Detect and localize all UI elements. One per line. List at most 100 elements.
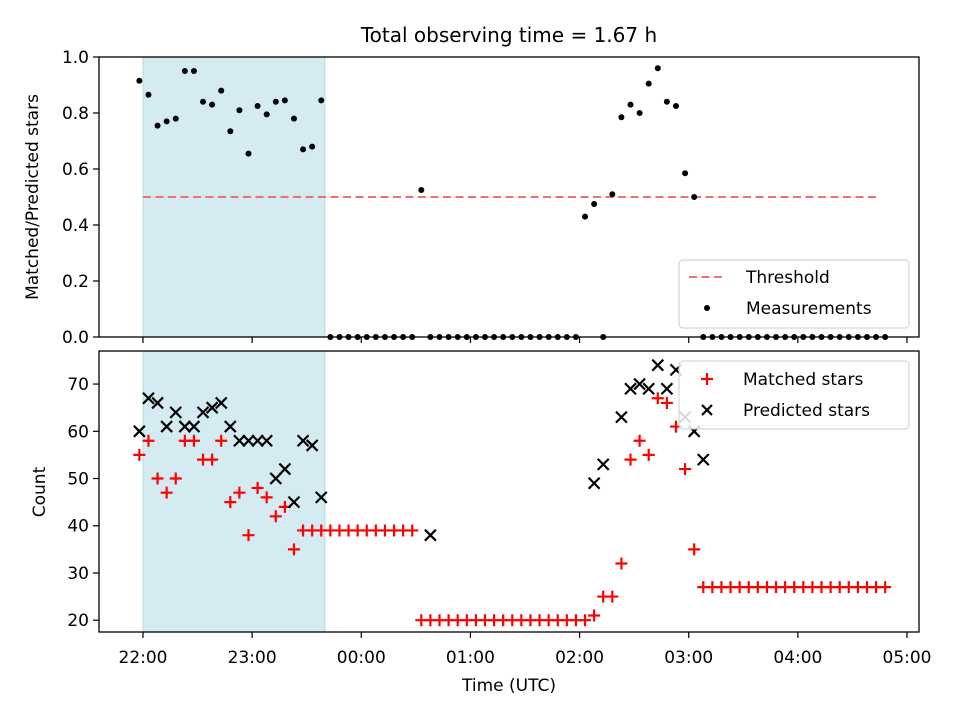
measurement-point xyxy=(227,128,234,135)
top-y-tick-label: 0.6 xyxy=(62,160,89,180)
predicted-star-point xyxy=(260,434,273,448)
predicted-star-point xyxy=(169,406,183,419)
matched-star-point xyxy=(579,614,592,627)
predicted-star-point xyxy=(633,377,646,391)
predicted-star-point xyxy=(596,458,610,471)
predicted-star-point xyxy=(214,396,228,410)
predicted-star-point xyxy=(251,434,264,448)
measurement-point xyxy=(136,77,143,84)
bottom-y-tick-label: 30 xyxy=(67,564,89,584)
x-tick-label: 22:00 xyxy=(119,648,168,668)
top-x-ticks xyxy=(142,337,908,343)
measurement-point xyxy=(263,111,270,118)
predicted-star-point xyxy=(651,358,665,372)
matched-star-point xyxy=(588,609,601,622)
bottom-marks xyxy=(133,358,892,627)
bottom-x-axis: 22:00 23:00 00:00 01:00 02:00 03:00 04:00 05:00 xyxy=(119,632,932,668)
matched-star-point xyxy=(660,396,673,409)
bottom-y-tick-label: 40 xyxy=(67,517,89,537)
bottom-y-tick-label: 60 xyxy=(67,422,89,442)
measurement-point xyxy=(200,98,207,105)
bottom-y-tick-label: 50 xyxy=(67,470,89,490)
legend-predicted-label: Predicted stars xyxy=(743,401,870,421)
measurement-point xyxy=(654,65,661,72)
matched-star-point xyxy=(688,543,701,556)
measurement-point xyxy=(318,97,325,104)
top-y-axis-label: Matched/Predicted stars xyxy=(23,94,43,300)
matched-star-point xyxy=(151,472,164,485)
x-tick-label: 00:00 xyxy=(337,648,386,668)
top-y-tick-label: 0.8 xyxy=(62,104,89,124)
predicted-star-point xyxy=(287,495,301,509)
matched-star-point xyxy=(679,463,692,476)
predicted-star-point xyxy=(196,406,210,419)
measurement-point xyxy=(300,146,307,153)
predicted-star-point xyxy=(160,420,173,433)
matched-star-point xyxy=(615,557,628,570)
measurement-point xyxy=(618,114,625,121)
matched-star-point xyxy=(269,510,282,523)
measurements-legend-icon xyxy=(704,305,710,311)
predicted-star-point xyxy=(314,491,328,504)
predicted-star-point xyxy=(305,439,319,452)
chart-title: Total observing time = 1.67 h xyxy=(360,23,657,47)
bottom-y-axis: 20 30 40 50 60 70 xyxy=(67,375,99,631)
x-tick-label: 05:00 xyxy=(883,648,932,668)
measurement-point xyxy=(290,115,297,122)
measurement-point xyxy=(281,97,288,104)
matched-star-point xyxy=(624,453,637,466)
measurement-point xyxy=(582,213,589,220)
bottom-y-tick-label: 20 xyxy=(67,611,89,631)
predicted-legend-icon xyxy=(701,404,713,416)
predicted-star-point xyxy=(269,472,283,485)
measurement-point xyxy=(309,143,316,150)
predicted-star-point xyxy=(278,462,292,476)
predicted-star-point xyxy=(142,391,155,405)
top-y-axis: 0.0 0.2 0.4 0.6 0.8 1.0 xyxy=(62,48,99,348)
matched-star-point xyxy=(206,453,219,466)
x-axis-label: Time (UTC) xyxy=(461,676,556,696)
matched-star-point xyxy=(160,486,173,499)
predicted-star-point xyxy=(587,476,601,490)
bottom-y-axis-label: Count xyxy=(30,466,50,517)
matched-star-point xyxy=(879,581,892,594)
matched-star-point xyxy=(133,448,146,461)
top-legend: Threshold Measurements xyxy=(678,259,910,329)
measurement-point xyxy=(181,68,188,74)
top-axes-frame xyxy=(98,56,920,338)
predicted-star-point xyxy=(242,434,255,448)
top-y-tick-label: 0.2 xyxy=(62,272,89,292)
measurement-point xyxy=(190,68,197,74)
top-y-tick-label: 0.4 xyxy=(62,216,89,236)
predicted-star-point xyxy=(696,453,710,466)
measurement-point xyxy=(154,122,161,129)
measurement-point xyxy=(163,118,170,125)
x-tick-label: 02:00 xyxy=(555,648,604,668)
legend-measurements-label: Measurements xyxy=(746,299,872,319)
matched-star-point xyxy=(260,491,273,504)
predicted-star-point xyxy=(205,401,219,414)
matched-star-point xyxy=(242,529,255,542)
top-y-tick-label: 0.0 xyxy=(62,328,89,348)
matched-star-point xyxy=(406,524,419,537)
measurement-point xyxy=(145,91,152,98)
matched-star-point xyxy=(169,472,182,485)
top-y-tick-label: 1.0 xyxy=(62,48,89,68)
x-tick-label: 23:00 xyxy=(228,648,277,668)
matched-star-point xyxy=(215,434,228,447)
predicted-star-point xyxy=(133,425,146,438)
predicted-star-point xyxy=(615,410,628,424)
measurement-point xyxy=(236,107,243,114)
bottom-axes-frame xyxy=(98,350,920,633)
measurement-point xyxy=(218,87,225,94)
measurement-point xyxy=(254,103,261,109)
measurement-point xyxy=(636,110,643,116)
top-marks xyxy=(136,65,889,340)
matched-star-point xyxy=(651,392,664,405)
matched-star-point xyxy=(642,448,655,461)
top-legend-box xyxy=(678,259,910,329)
measurement-point xyxy=(609,191,616,198)
predicted-star-point xyxy=(224,420,237,433)
predicted-star-point xyxy=(624,382,637,396)
